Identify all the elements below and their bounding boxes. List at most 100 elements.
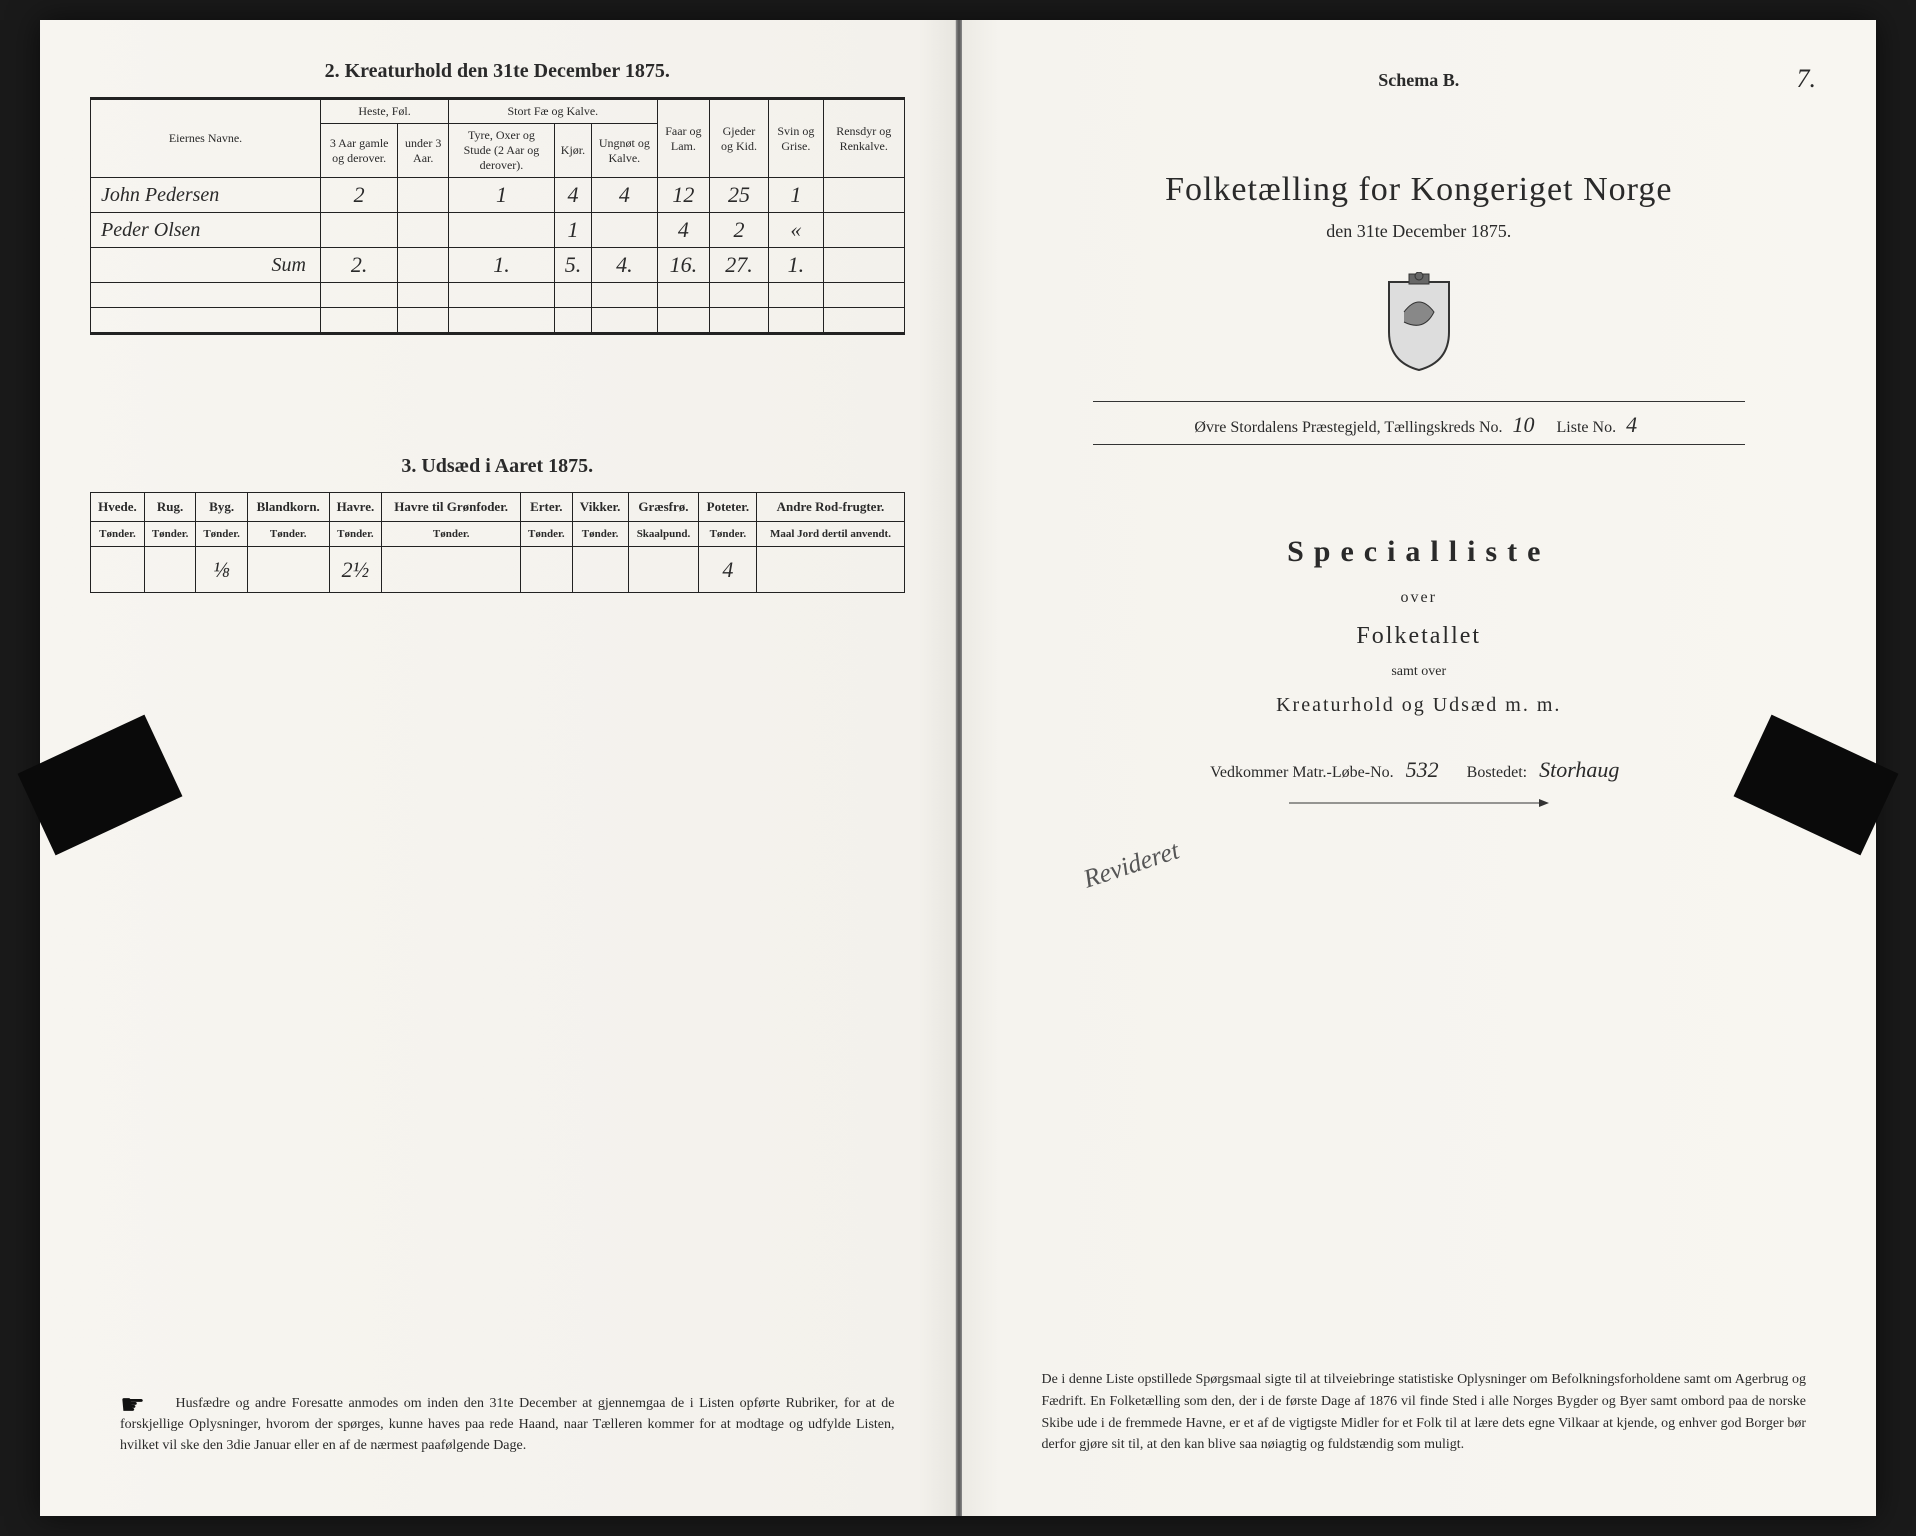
cell [398,213,449,248]
cell: 2 [710,213,769,248]
col-h2: under 3 Aar. [398,124,449,178]
seed-col: Poteter. [699,493,757,522]
cell: 1 [768,178,823,213]
cell [572,547,628,593]
matr-label: Vedkommer Matr.-Løbe-No. [1210,764,1394,781]
specialliste-title: Specialliste [1012,535,1827,569]
col-s2: Kjør. [554,124,591,178]
kreds-no: 10 [1513,412,1535,437]
left-page: 2. Kreaturhold den 31te December 1875. E… [40,20,956,1516]
seed-sub: Maal Jord dertil anvendt. [757,522,904,547]
right-page: Schema B. 7. Folketælling for Kongeriget… [962,20,1877,1516]
bosted-value: Storhaug [1539,757,1619,782]
cell [321,213,398,248]
census-title: Folketælling for Kongeriget Norge [1012,171,1827,209]
col-group-horses: Heste, Føl. [321,99,449,124]
page-number: 7. [1797,64,1817,94]
col-h1: 3 Aar gamle og derover. [321,124,398,178]
cell: 27. [710,248,769,283]
col-s1: Tyre, Oxer og Stude (2 Aar og derover). [449,124,555,178]
cell: 2. [321,248,398,283]
samt-label: samt over [1012,664,1827,680]
owner-cell: Peder Olsen [91,213,321,248]
matr-no: 532 [1406,757,1439,782]
owner-cell: Sum [91,248,321,283]
matr-line: Vedkommer Matr.-Løbe-No. 532 Bostedet: S… [1012,757,1827,783]
cell: 16. [657,248,710,283]
cell: ⅛ [196,547,248,593]
seed-sub: Tønder. [196,522,248,547]
over-label: over [1012,589,1827,607]
seed-col: Byg. [196,493,248,522]
cell: 5. [554,248,591,283]
left-footnote: Husfædre og andre Foresatte anmodes om i… [120,1393,895,1456]
col-owner: Eiernes Navne. [91,99,321,178]
seed-sub: Tønder. [329,522,382,547]
footnote-text: Husfædre og andre Foresatte anmodes om i… [120,1396,895,1453]
seed-col: Havre til Grønfoder. [382,493,521,522]
seed-sub: Tønder. [521,522,573,547]
folketallet-label: Folketallet [1012,623,1827,650]
cell [91,547,145,593]
cell [247,547,329,593]
cell [398,248,449,283]
seed-row: ⅛ 2½ 4 [91,547,905,593]
cell [592,213,657,248]
liste-no: 4 [1626,412,1637,437]
cell [757,547,904,593]
bosted-label: Bostedet: [1467,764,1527,781]
owner-cell: John Pedersen [91,178,321,213]
cell [521,547,573,593]
cell [398,178,449,213]
seed-col: Andre Rod-frugter. [757,493,904,522]
cell [144,547,196,593]
section2-title: 2. Kreaturhold den 31te December 1875. [90,60,905,83]
col-pigs: Svin og Grise. [768,99,823,178]
revideret-stamp: Revideret [1079,835,1182,894]
right-footnote: De i denne Liste opstillede Spørgsmaal s… [1042,1369,1807,1456]
cell: 25 [710,178,769,213]
parish-line: Øvre Stordalens Præstegjeld, Tællingskre… [1012,412,1827,438]
schema-label: Schema B. [1012,70,1827,91]
cell: 1 [449,178,555,213]
cell: 4 [592,178,657,213]
cell [823,178,904,213]
seed-col: Erter. [521,493,573,522]
seed-col: Rug. [144,493,196,522]
col-s3: Ungnøt og Kalve. [592,124,657,178]
cell: 4 [657,213,710,248]
table-row-empty [91,308,905,334]
seed-col: Græsfrø. [628,493,699,522]
seed-table: Hvede. Rug. Byg. Blandkorn. Havre. Havre… [90,492,905,593]
seed-sub: Tønder. [144,522,196,547]
cell: 4. [592,248,657,283]
seed-sub: Tønder. [247,522,329,547]
col-goats: Gjeder og Kid. [710,99,769,178]
cell [449,213,555,248]
seed-col: Hvede. [91,493,145,522]
page-clip [1734,715,1899,856]
col-sheep: Faar og Lam. [657,99,710,178]
cell [382,547,521,593]
parish-prefix: Øvre Stordalens Præstegjeld, Tællingskre… [1194,419,1502,436]
page-clip [18,715,183,856]
seed-col: Havre. [329,493,382,522]
kreatur-label: Kreaturhold og Udsæd m. m. [1012,694,1827,717]
seed-sub: Tønder. [699,522,757,547]
cell: 1 [554,213,591,248]
section3-title: 3. Udsæd i Aaret 1875. [90,455,905,478]
livestock-table: Eiernes Navne. Heste, Føl. Stort Fæ og K… [90,97,905,335]
table-row-empty [91,283,905,308]
pointing-hand-icon [120,1393,160,1413]
cell: 12 [657,178,710,213]
col-group-cattle: Stort Fæ og Kalve. [449,99,657,124]
cell: 4 [699,547,757,593]
seed-col: Blandkorn. [247,493,329,522]
cell: 2 [321,178,398,213]
census-date: den 31te December 1875. [1012,221,1827,242]
cell [628,547,699,593]
cell: 4 [554,178,591,213]
cell [823,213,904,248]
table-row: Peder Olsen 1 4 2 « [91,213,905,248]
col-reindeer: Rensdyr og Renkalve. [823,99,904,178]
